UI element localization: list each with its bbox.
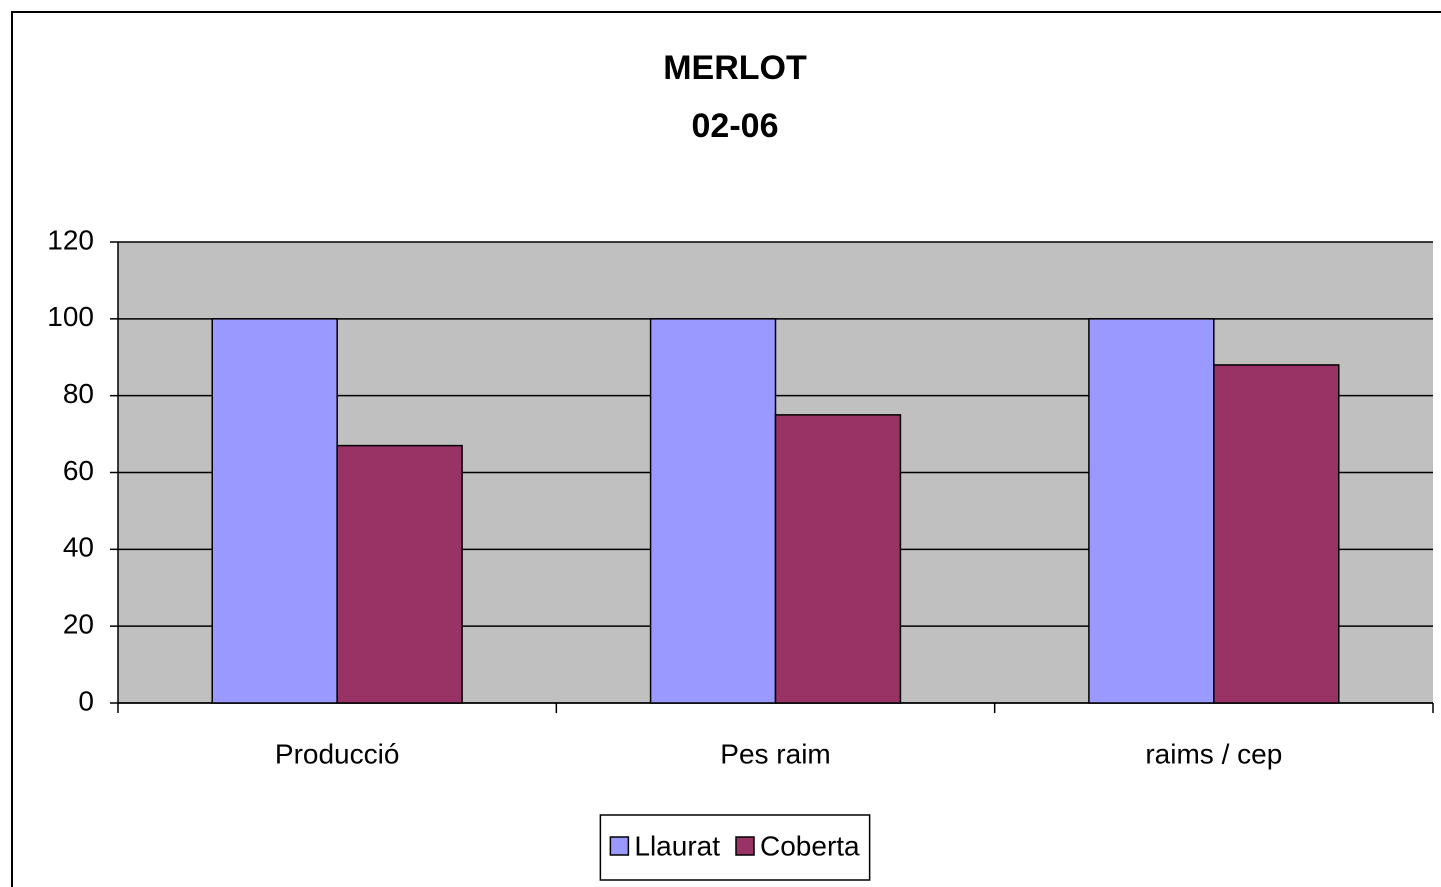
y-tick-label: 60 [63, 455, 94, 486]
bar [1088, 318, 1215, 704]
bar [649, 318, 777, 704]
legend-swatch [609, 836, 630, 856]
y-tick-label: 80 [63, 378, 94, 409]
bar [774, 414, 902, 704]
bar [211, 318, 338, 704]
legend-label: Llaurat [634, 830, 720, 861]
bar [1213, 364, 1340, 704]
x-tick-label: Producció [275, 738, 400, 769]
y-tick-label: 120 [47, 224, 94, 255]
legend: Llaurat Coberta [599, 814, 871, 881]
y-tick-label: 0 [78, 685, 94, 716]
x-tick-label: Pes raim [720, 738, 830, 769]
y-tick-label: 20 [63, 609, 94, 640]
y-tick-label: 40 [63, 532, 94, 563]
bar [336, 444, 463, 704]
x-tick-label: raims / cep [1145, 738, 1282, 769]
y-tick-label: 100 [47, 301, 94, 332]
legend-label: Coberta [760, 830, 860, 861]
chart-title: MERLOT [663, 49, 807, 87]
legend-box [599, 814, 871, 881]
chart-subtitle: 02-06 [692, 107, 779, 145]
legend-swatch [735, 836, 755, 856]
